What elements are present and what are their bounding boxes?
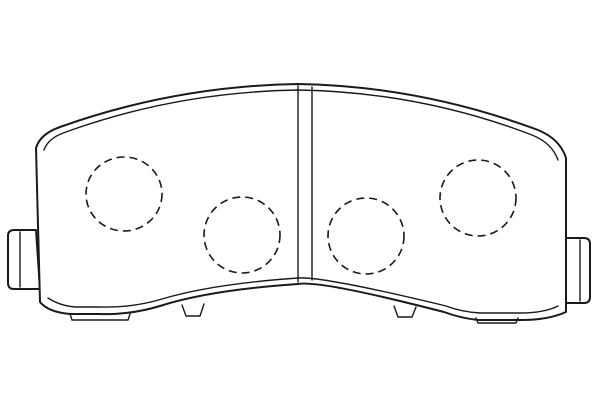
left-mounting-ear <box>7 229 41 290</box>
right-mounting-ear <box>564 237 591 304</box>
pad-body-outline <box>35 83 567 321</box>
hidden-hole-1 <box>85 156 163 232</box>
bottom-right-tab <box>475 317 519 324</box>
bottom-right-notch <box>393 305 417 318</box>
hidden-hole-3 <box>327 197 405 275</box>
bottom-left-notch <box>181 303 205 317</box>
hidden-hole-4 <box>439 159 517 237</box>
bottom-left-tab <box>69 313 131 321</box>
hidden-hole-2 <box>203 196 281 274</box>
